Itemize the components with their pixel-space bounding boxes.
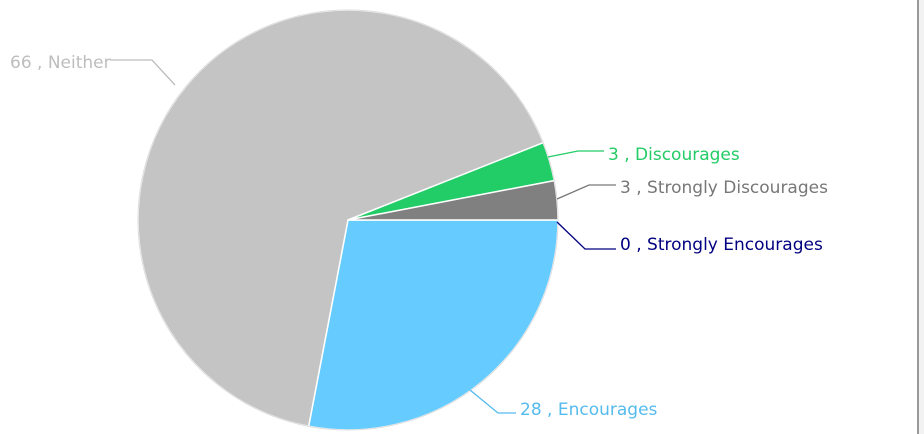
pie-rim — [137, 9, 559, 431]
pie-slices — [137, 9, 559, 431]
chart-right-shade — [919, 0, 924, 434]
slice-label-strongly-encourages: 0 , Strongly Encourages — [620, 235, 823, 255]
slice-label-discourages: 3 , Discourages — [608, 145, 740, 165]
leader-line-discourages — [547, 150, 604, 158]
slice-label-encourages: 28 , Encourages — [520, 400, 658, 420]
leader-line-strongly-discourages — [556, 184, 616, 200]
pie-slice-encourages — [307, 219, 559, 431]
leader-line-neither — [110, 59, 176, 86]
slice-labels: 0 , Strongly Encourages 28 , Encourages 66… — [10, 53, 828, 420]
leader-lines — [110, 59, 616, 414]
chart-right-border — [917, 0, 919, 434]
leader-line-strongly-encourages — [556, 221, 616, 250]
slice-label-neither: 66 , Neither — [10, 53, 111, 73]
slice-label-strongly-discourages: 3 , Strongly Discourages — [620, 178, 828, 198]
leader-line-encourages — [469, 389, 516, 414]
